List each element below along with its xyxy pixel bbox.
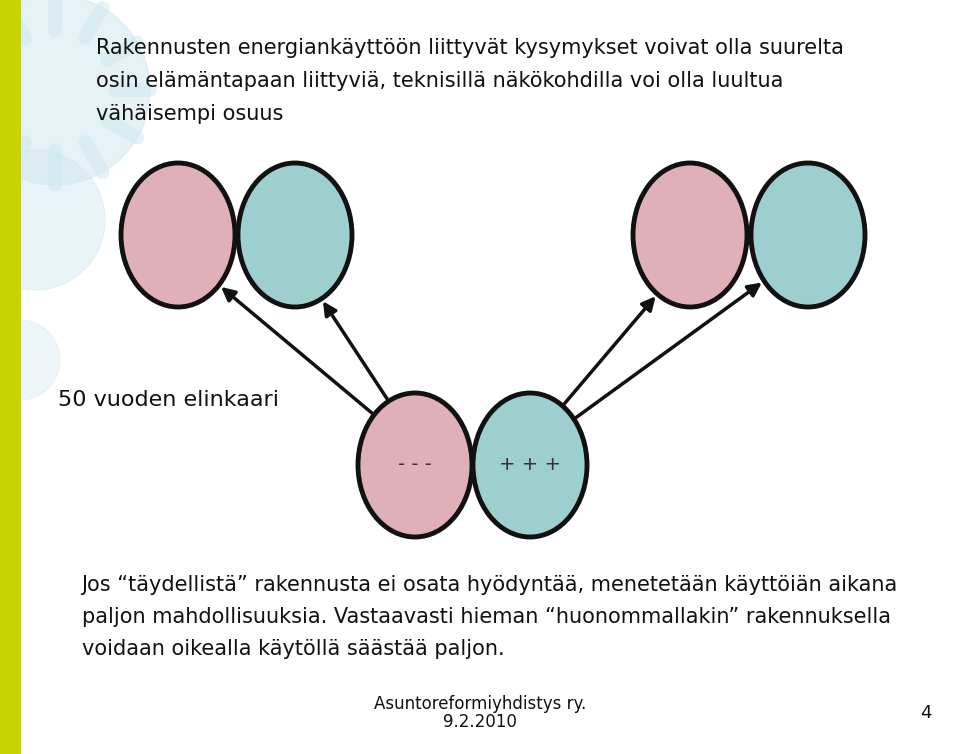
Ellipse shape <box>633 163 747 307</box>
Circle shape <box>0 150 105 290</box>
Text: + + +: + + + <box>499 455 561 474</box>
Text: Jos “täydellistä” rakennusta ei osata hyödyntää, menetetään käyttöiän aikana: Jos “täydellistä” rakennusta ei osata hy… <box>82 575 898 595</box>
Ellipse shape <box>751 163 865 307</box>
Circle shape <box>0 0 150 185</box>
Text: voidaan oikealla käytöllä säästää paljon.: voidaan oikealla käytöllä säästää paljon… <box>82 639 504 659</box>
Ellipse shape <box>121 163 235 307</box>
Bar <box>0 0 21 754</box>
Ellipse shape <box>358 393 472 537</box>
Text: osin elämäntapaan liittyviä, teknisillä näkökohdilla voi olla luultua: osin elämäntapaan liittyviä, teknisillä … <box>96 71 783 91</box>
Ellipse shape <box>473 393 587 537</box>
Text: paljon mahdollisuuksia. Vastaavasti hieman “huonommallakin” rakennuksella: paljon mahdollisuuksia. Vastaavasti hiem… <box>82 607 891 627</box>
Circle shape <box>0 320 60 400</box>
Text: Asuntoreformiyhdistys ry.: Asuntoreformiyhdistys ry. <box>373 695 587 713</box>
Text: - - -: - - - <box>398 455 432 474</box>
Ellipse shape <box>238 163 352 307</box>
Text: 4: 4 <box>920 704 931 722</box>
Text: vähäisempi osuus: vähäisempi osuus <box>96 104 283 124</box>
Text: 9.2.2010: 9.2.2010 <box>444 713 516 731</box>
Text: 50 vuoden elinkaari: 50 vuoden elinkaari <box>58 390 278 410</box>
Text: Rakennusten energiankäyttöön liittyvät kysymykset voivat olla suurelta: Rakennusten energiankäyttöön liittyvät k… <box>96 38 844 58</box>
